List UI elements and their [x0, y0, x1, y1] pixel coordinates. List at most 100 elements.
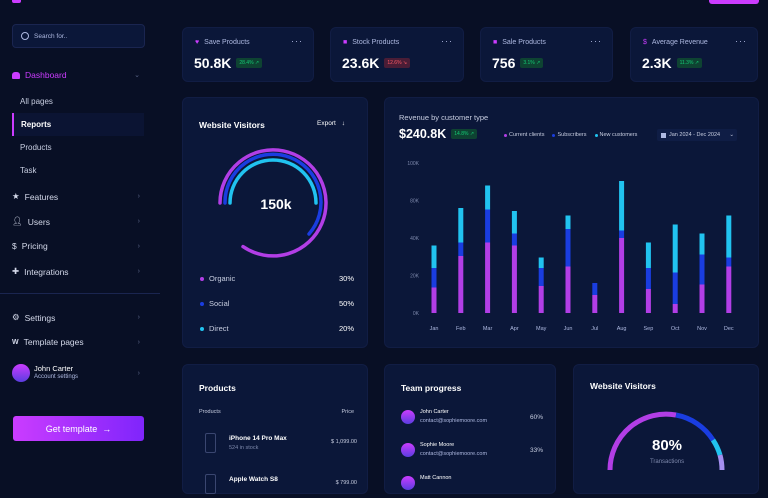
top-action-button[interactable]	[709, 0, 759, 4]
sidebar-item-pricing[interactable]: $ Pricing ›	[12, 241, 140, 251]
change-badge: 11.3% ↗	[676, 58, 702, 68]
bar-segment	[458, 242, 464, 256]
bar-segment	[431, 245, 437, 268]
sidebar-item-settings[interactable]: ⚙ Settings ›	[12, 312, 140, 323]
website-visitors-card: Website Visitors Export ↓ 150k Organic 30%…	[182, 97, 368, 348]
home-icon	[12, 71, 20, 79]
team-member-row[interactable]: John Carter contact@sophiemoore.com 60%	[401, 409, 543, 427]
bar-segment	[511, 211, 517, 234]
x-tick-label: Mar	[483, 326, 493, 332]
bar-segment	[485, 209, 491, 243]
bar-segment	[458, 208, 464, 243]
bar-segment	[565, 229, 571, 267]
dollar-icon: $	[12, 241, 17, 251]
product-row[interactable]: Apple Watch S8 $ 799.00	[199, 474, 357, 498]
change-badge: 28.4% ↗	[236, 58, 263, 68]
sidebar-sub-task[interactable]: Task	[20, 166, 37, 175]
gear-icon: ⚙	[12, 312, 20, 322]
avatar	[401, 410, 415, 424]
team-member-row[interactable]: Matt Cannon	[401, 475, 543, 493]
account-settings[interactable]: John Carter Account settings ›	[12, 364, 140, 384]
logo	[12, 0, 21, 3]
star-icon: ★	[12, 191, 20, 201]
bar-segment	[592, 283, 598, 295]
chevron-right-icon: ›	[137, 242, 140, 250]
bar-segment	[645, 242, 651, 268]
avatar	[401, 476, 415, 490]
more-options-icon[interactable]: ···	[291, 36, 303, 46]
more-options-icon[interactable]: ···	[590, 36, 602, 46]
x-tick-label: Dec	[724, 326, 734, 332]
bar-segment	[485, 185, 491, 210]
more-options-icon[interactable]: ···	[441, 36, 453, 46]
search-input[interactable]: Search for..	[12, 24, 145, 48]
product-image	[205, 474, 216, 494]
product-image	[205, 433, 216, 453]
chevron-down-icon: ⌄	[729, 132, 734, 138]
get-template-button[interactable]: Get template →	[13, 416, 144, 441]
y-tick-label: 40K	[410, 236, 420, 242]
x-tick-label: Feb	[456, 326, 465, 332]
sidebar-item-users[interactable]: 👤︎ Users ›	[12, 216, 140, 227]
sidebar-item-dashboard[interactable]: Dashboard ⌄	[12, 70, 140, 80]
puzzle-icon: ✚	[12, 266, 20, 276]
bar-segment	[431, 287, 437, 313]
x-tick-label: Sep	[644, 326, 654, 332]
legend-item: Organic 30%	[200, 274, 354, 283]
x-tick-label: Oct	[671, 326, 680, 332]
dollar-icon: $	[643, 39, 647, 46]
bar-segment	[726, 215, 732, 258]
chevron-right-icon: ›	[137, 193, 140, 200]
date-range-select[interactable]: Jan 2024 - Dec 2024 ⌄	[657, 129, 737, 141]
more-options-icon[interactable]: ···	[735, 36, 747, 46]
calendar-icon	[661, 132, 666, 138]
bar-segment	[672, 224, 678, 273]
x-tick-label: Jun	[564, 326, 573, 332]
chevron-right-icon: ›	[137, 314, 140, 321]
bar-segment	[511, 233, 517, 246]
export-button[interactable]: Export ↓	[317, 120, 346, 127]
legend-dot	[200, 326, 204, 331]
chevron-right-icon: ›	[137, 370, 140, 377]
legend-dot	[200, 276, 204, 281]
bar-segment	[726, 266, 732, 313]
sidebar-sub-products[interactable]: Products	[20, 143, 52, 152]
bar-segment	[485, 242, 491, 313]
y-tick-label: 100K	[407, 161, 419, 167]
bar-segment	[592, 295, 598, 313]
y-tick-label: 0K	[413, 311, 420, 317]
arrow-right-icon: →	[102, 423, 112, 434]
products-card: Products Products Price iPhone 14 Pro Ma…	[182, 364, 368, 494]
bar-segment	[538, 286, 544, 313]
team-progress-card: Team progress John Carter contact@sophie…	[384, 364, 556, 494]
x-tick-label: Aug	[617, 326, 627, 332]
x-tick-label: Apr	[510, 326, 519, 332]
divider	[0, 293, 160, 294]
direct-arc	[228, 158, 318, 205]
stat-card: ■ Stock Products ··· 23.6K 12.6% ↘	[330, 27, 464, 82]
bag-icon: ■	[343, 39, 348, 46]
bar-segment	[538, 257, 544, 268]
bar-segment	[458, 256, 464, 313]
bar-segment	[565, 215, 571, 229]
team-member-row[interactable]: Sophie Moore contact@sophiemoore.com 33%	[401, 442, 543, 460]
bar-segment	[699, 254, 705, 285]
x-tick-label: May	[536, 326, 547, 332]
bar-segment	[538, 268, 544, 286]
product-row[interactable]: iPhone 14 Pro Max 524 in stock $ 1,099.0…	[199, 433, 357, 457]
sidebar-item-integrations[interactable]: ✚ Integrations ›	[12, 266, 140, 277]
sidebar-item-features[interactable]: ★ Features ›	[12, 191, 140, 202]
cart-icon: ■	[493, 39, 498, 46]
sidebar-item-template-pages[interactable]: W Template pages ›	[12, 337, 140, 347]
x-tick-label: Jan	[430, 326, 439, 332]
transactions-gauge	[607, 411, 725, 471]
stat-card: ■ Sale Products ··· 756 3.1% ↗	[480, 27, 613, 82]
revenue-card: Revenue by customer type $240.8K 14.8% ↗…	[384, 97, 759, 348]
sidebar-sub-reports[interactable]: Reports	[12, 113, 144, 136]
x-tick-label: Jul	[591, 326, 598, 332]
chart-legend-item: New customers	[594, 132, 637, 138]
bar-segment	[565, 266, 571, 313]
legend-dot	[200, 301, 204, 306]
sidebar-sub-all-pages[interactable]: All pages	[20, 97, 53, 106]
sidebar: Search for.. Dashboard ⌄ All pages Report…	[0, 0, 160, 483]
